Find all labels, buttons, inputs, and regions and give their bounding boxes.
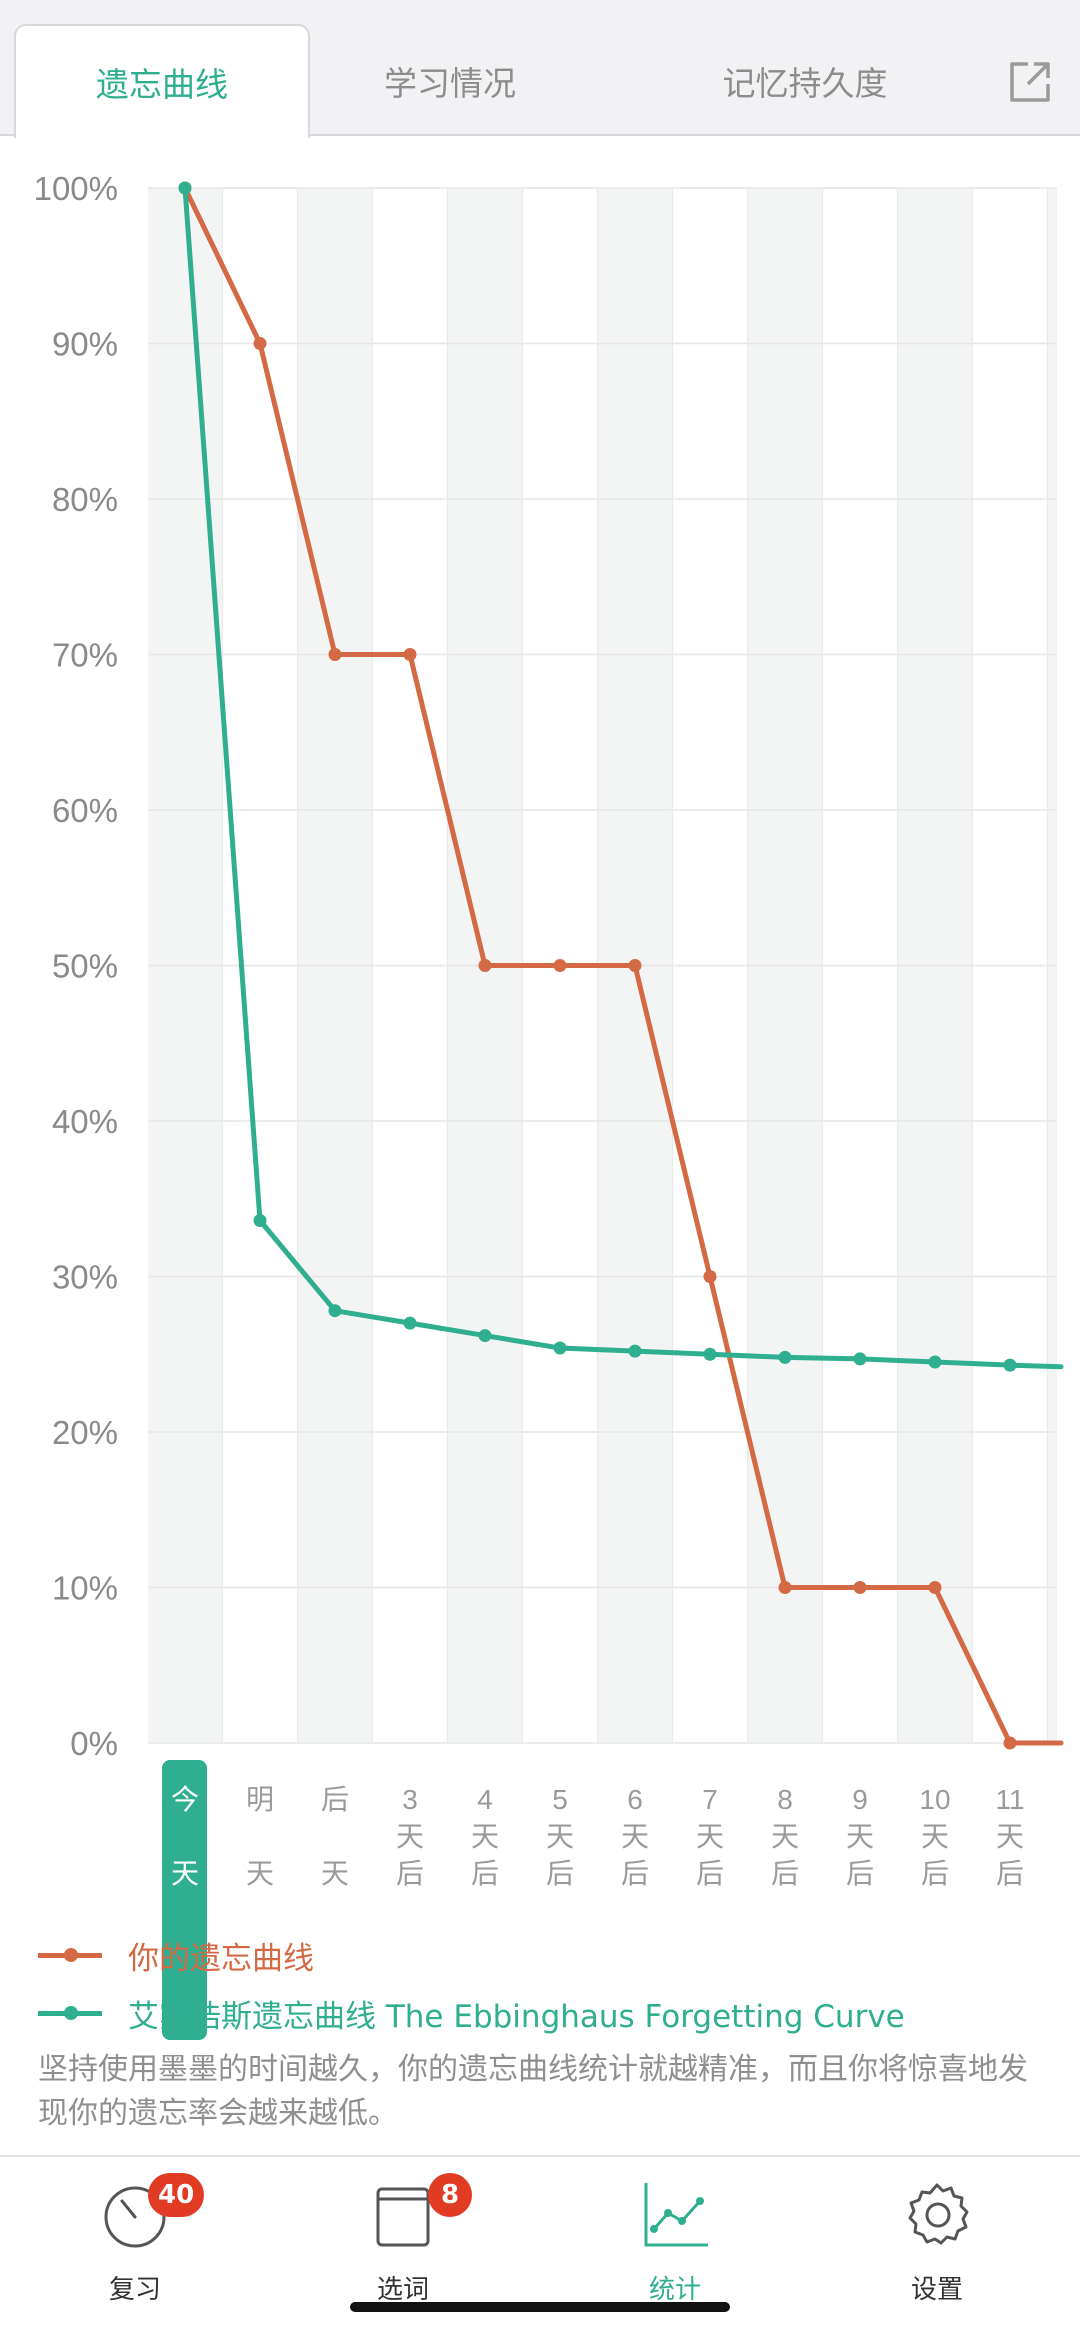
tab-memory-durability[interactable]: 记忆持久度 <box>722 64 888 103</box>
legend-item-ebbinghaus: 艾宾浩斯遗忘曲线 The Ebbinghaus Forgetting Curve <box>38 1988 905 2038</box>
data-point <box>403 648 417 661</box>
y-tick-label: 50% <box>52 948 118 985</box>
data-point <box>703 1270 717 1283</box>
x-tick-label: 5 <box>552 1784 568 1815</box>
x-tick-label: 后 <box>621 1858 649 1889</box>
nav-label-settings: 设置 <box>910 2275 963 2305</box>
y-tick-label: 80% <box>52 481 118 518</box>
nav-select-words[interactable]: 8 选词 <box>318 2169 488 2309</box>
x-tick-label: 明 <box>246 1784 274 1815</box>
data-point <box>253 337 267 350</box>
tab-learning-status[interactable]: 学习情况 <box>384 64 516 103</box>
data-point <box>628 959 642 972</box>
data-point <box>478 1329 492 1343</box>
data-point <box>853 1352 867 1366</box>
share-external-icon[interactable] <box>1000 52 1060 112</box>
home-indicator <box>350 2302 730 2312</box>
x-tick-label: 天 <box>921 1821 949 1852</box>
legend-label-mine: 你的遗忘曲线 <box>128 1940 314 1977</box>
data-point <box>928 1355 942 1369</box>
x-tick-label: 天 <box>621 1821 649 1852</box>
data-point <box>178 181 192 195</box>
top-tab-bar: 遗忘曲线 学习情况 记忆持久度 <box>0 0 1080 138</box>
data-point <box>403 1316 417 1330</box>
x-tick-label: 后 <box>546 1858 574 1889</box>
nav-label-select-words: 选词 <box>376 2275 429 2305</box>
x-tick-label: 后 <box>846 1858 874 1889</box>
x-tick-label: 11 <box>995 1784 1024 1815</box>
legend-swatch-mine <box>38 1947 102 1962</box>
data-point <box>778 1350 792 1364</box>
word-book-icon <box>376 2187 430 2247</box>
data-point <box>928 1581 942 1594</box>
data-point <box>1003 1736 1017 1750</box>
data-point <box>328 648 342 661</box>
data-point <box>553 1341 567 1355</box>
review-timer-icon <box>104 2186 166 2248</box>
data-point <box>853 1581 867 1594</box>
y-tick-label: 100% <box>34 170 118 207</box>
data-point <box>1003 1358 1017 1372</box>
legend-swatch-ebbinghaus <box>38 2005 102 2020</box>
x-tick-label: 今 <box>171 1784 199 1815</box>
x-tick-label: 后 <box>921 1858 949 1889</box>
data-point <box>778 1581 792 1594</box>
stats-chart-icon <box>644 2183 708 2247</box>
data-point <box>703 1347 717 1361</box>
settings-gear-icon <box>908 2183 969 2245</box>
chart-canvas: 100%90%80%70%60%50%40%30%20%10%0%今天明天后天3… <box>34 170 1064 1889</box>
y-tick-label: 10% <box>52 1570 118 1607</box>
x-tick-label: 后 <box>696 1858 724 1889</box>
bottom-nav: 40 复习 8 选词 统计 设置 <box>0 2155 1080 2331</box>
x-tick-label: 7 <box>702 1784 718 1815</box>
legend-label-ebbinghaus: 艾宾浩斯遗忘曲线 The Ebbinghaus Forgetting Curve <box>128 1998 905 2035</box>
y-tick-label: 60% <box>52 792 118 829</box>
x-tick-label: 8 <box>777 1784 793 1815</box>
x-tick-label: 天 <box>846 1821 874 1852</box>
select-count-badge: 8 <box>428 2173 472 2217</box>
data-point <box>553 959 567 972</box>
nav-label-statistics: 统计 <box>648 2275 701 2305</box>
y-tick-label: 70% <box>52 637 118 674</box>
x-tick-label: 天 <box>246 1858 274 1889</box>
data-point <box>478 959 492 972</box>
tab-forgetting-curve[interactable]: 遗忘曲线 <box>14 24 310 138</box>
x-tick-label: 天 <box>996 1821 1024 1852</box>
nav-statistics[interactable]: 统计 <box>590 2169 760 2309</box>
x-tick-label: 天 <box>396 1821 424 1852</box>
nav-review[interactable]: 40 复习 <box>50 2169 220 2309</box>
x-tick-label: 天 <box>546 1821 574 1852</box>
today-highlight <box>162 1760 207 2040</box>
x-tick-label: 后 <box>471 1858 499 1889</box>
data-point <box>628 1344 642 1358</box>
data-point <box>253 1214 267 1228</box>
data-point <box>328 1304 342 1318</box>
legend-description: 坚持使用墨墨的时间越久，你的遗忘曲线统计就越精准，而且你将惊喜地发现你的遗忘率会… <box>38 2052 1028 2131</box>
x-tick-label: 4 <box>477 1784 493 1815</box>
y-tick-label: 0% <box>70 1725 118 1762</box>
x-tick-label: 天 <box>321 1858 349 1889</box>
x-tick-label: 天 <box>696 1821 724 1852</box>
x-tick-label: 后 <box>771 1858 799 1889</box>
x-tick-label: 天 <box>471 1821 499 1852</box>
forgetting-curve-chart: 100% 90% 80% 70% 60% 50% 40% 30% 20% 10% 0% 今天明天后天 3… <box>0 150 1080 2040</box>
y-tick-label: 30% <box>52 1259 118 1296</box>
y-tick-label: 20% <box>52 1414 118 1451</box>
legend-item-mine: 你的遗忘曲线 <box>38 1930 314 1980</box>
x-tick-label: 6 <box>627 1784 643 1815</box>
x-tick-label: 9 <box>852 1784 868 1815</box>
x-tick-label: 后 <box>996 1858 1024 1889</box>
nav-settings[interactable]: 设置 <box>852 2169 1022 2309</box>
x-tick-label: 天 <box>171 1858 199 1889</box>
y-tick-label: 90% <box>52 326 118 363</box>
nav-label-review: 复习 <box>108 2275 161 2305</box>
x-tick-label: 3 <box>402 1784 418 1815</box>
x-tick-label: 后 <box>321 1784 349 1815</box>
y-tick-label: 40% <box>52 1103 118 1140</box>
x-tick-label: 10 <box>919 1784 950 1815</box>
x-tick-label: 后 <box>396 1858 424 1889</box>
x-tick-label: 天 <box>771 1821 799 1852</box>
review-count-badge: 40 <box>148 2173 205 2217</box>
